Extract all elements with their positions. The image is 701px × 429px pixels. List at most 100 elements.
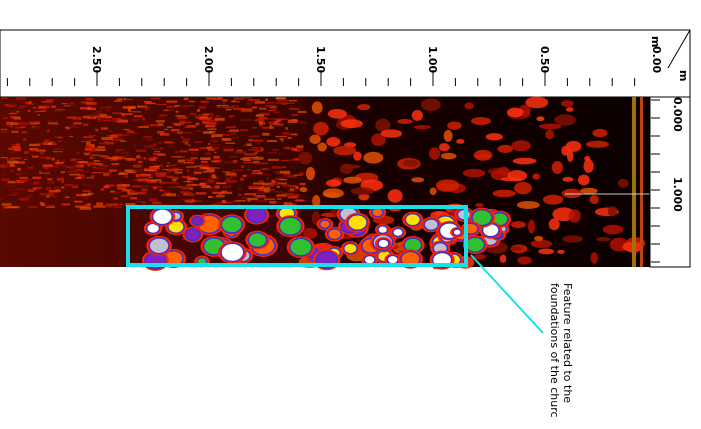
noise [125, 202, 136, 206]
noise [18, 122, 29, 126]
noise [73, 197, 76, 199]
noise [97, 146, 106, 149]
noise [130, 197, 137, 200]
noise [248, 187, 261, 190]
noise [265, 98, 268, 101]
reflection [607, 205, 618, 217]
noise [176, 194, 180, 197]
noise [270, 201, 277, 204]
noise [146, 158, 149, 160]
noise [17, 107, 24, 110]
noise [103, 175, 110, 177]
noise [39, 152, 45, 154]
noise [240, 129, 249, 132]
noise [45, 206, 56, 209]
noise [84, 147, 92, 151]
noise [144, 107, 148, 110]
noise [126, 153, 130, 156]
noise [273, 191, 283, 193]
noise [254, 119, 265, 122]
noise [117, 133, 123, 137]
noise [117, 187, 127, 190]
noise [10, 164, 15, 167]
reflection [311, 101, 323, 114]
noise [291, 118, 298, 121]
noise [282, 166, 287, 169]
reflection [312, 194, 321, 208]
reflection [411, 110, 423, 121]
noise [111, 112, 123, 114]
noise [230, 105, 239, 107]
noise [82, 189, 92, 192]
noise [85, 144, 93, 148]
noise [216, 105, 221, 109]
noise [225, 173, 237, 176]
noise [194, 168, 203, 171]
noise [7, 160, 18, 163]
noise [21, 131, 27, 134]
noise [276, 194, 288, 198]
noise [251, 161, 260, 164]
reflection [363, 151, 384, 164]
reflection [595, 236, 611, 242]
noise [217, 196, 223, 199]
noise [94, 163, 103, 166]
noise [199, 117, 211, 121]
reflection [462, 168, 486, 178]
noise [8, 106, 12, 108]
noise [25, 102, 31, 104]
right-unit: m [677, 70, 690, 81]
noise [140, 185, 149, 188]
noise [276, 185, 280, 188]
noise [99, 155, 108, 157]
noise [65, 184, 74, 187]
noise [272, 123, 281, 125]
noise [127, 130, 134, 133]
noise [238, 188, 242, 190]
noise [20, 180, 28, 183]
noise [187, 177, 196, 180]
reflection [438, 143, 450, 152]
reflection [589, 195, 599, 205]
noise [214, 117, 225, 121]
noise [186, 169, 190, 172]
reflection [473, 149, 493, 161]
top-tick-label: 0.50 [538, 46, 551, 73]
noise [268, 110, 276, 112]
noise [266, 177, 269, 180]
noise [10, 170, 13, 173]
noise [258, 180, 264, 183]
noise [186, 125, 196, 127]
noise [68, 127, 80, 129]
reflection [473, 254, 486, 260]
noise [192, 184, 203, 186]
noise [28, 121, 41, 123]
noise [143, 157, 146, 160]
reflection [464, 102, 474, 110]
noise [174, 104, 181, 107]
noise [230, 132, 237, 135]
reflection [387, 189, 403, 203]
noise [275, 135, 287, 138]
noise [271, 179, 275, 183]
anomaly [327, 227, 343, 241]
annotation-leader [470, 254, 544, 334]
noise [273, 111, 279, 113]
reflection [514, 181, 532, 195]
noise [190, 152, 198, 155]
noise [10, 157, 22, 159]
noise [91, 172, 102, 174]
noise [272, 149, 279, 151]
noise [56, 159, 59, 162]
noise [87, 164, 91, 167]
noise [241, 165, 245, 168]
noise [38, 106, 47, 109]
noise [135, 201, 146, 203]
anomaly [404, 212, 422, 227]
noise [291, 106, 294, 109]
noise [103, 173, 110, 176]
noise [171, 105, 176, 108]
noise [266, 151, 277, 154]
noise [290, 133, 297, 136]
noise [57, 136, 63, 139]
